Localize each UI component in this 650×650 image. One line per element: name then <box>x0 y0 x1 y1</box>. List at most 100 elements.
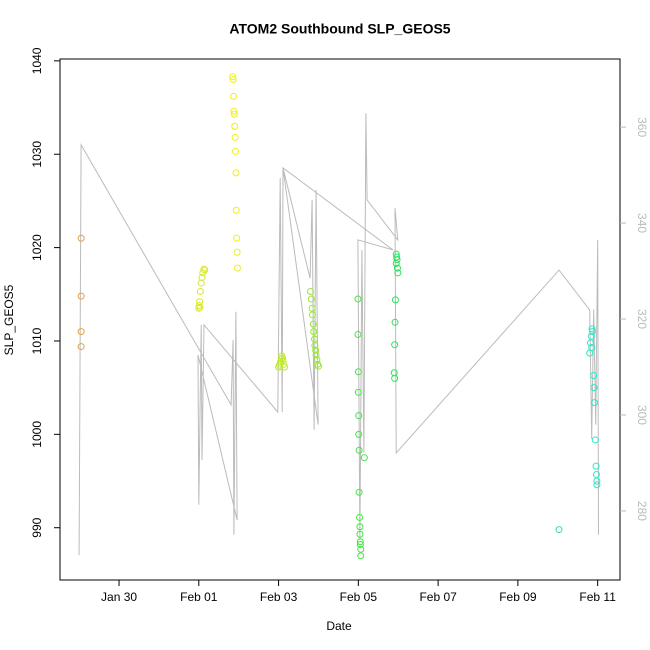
data-point <box>195 304 203 312</box>
data-point <box>390 369 398 377</box>
data-point <box>310 335 318 343</box>
data-line <box>78 113 599 556</box>
x-tick-label: Feb 07 <box>419 590 457 604</box>
data-point <box>77 234 85 242</box>
data-point <box>587 332 595 340</box>
data-point <box>231 133 239 141</box>
data-point <box>279 354 287 362</box>
y-tick-label: 990 <box>30 517 44 537</box>
data-point <box>356 541 364 549</box>
data-point <box>308 304 316 312</box>
data-point <box>586 339 594 347</box>
x-axis-label: Date <box>326 619 352 633</box>
data-point <box>231 147 239 155</box>
data-point <box>357 552 365 560</box>
data-point <box>233 264 241 272</box>
data-point <box>590 399 598 407</box>
data-point <box>306 287 314 295</box>
y-tick-label: 1010 <box>30 327 44 354</box>
y2-tick-label: 320 <box>635 309 649 329</box>
data-point <box>591 436 599 444</box>
data-point <box>354 368 362 376</box>
data-point <box>354 388 362 396</box>
data-point <box>391 296 399 304</box>
data-point <box>355 412 363 420</box>
data-point <box>593 481 601 489</box>
data-point <box>312 346 320 354</box>
data-point <box>592 470 600 478</box>
data-point <box>394 269 402 277</box>
data-point <box>77 292 85 300</box>
x-tick-label: Feb 03 <box>260 590 298 604</box>
data-point <box>356 513 364 521</box>
data-point <box>393 256 401 264</box>
data-point <box>198 273 206 281</box>
data-point <box>593 477 601 485</box>
data-point <box>233 248 241 256</box>
y-axis-label: SLP_GEOS5 <box>2 284 16 355</box>
data-point <box>231 122 239 130</box>
data-point <box>354 295 362 303</box>
data-point <box>309 320 317 328</box>
data-point <box>355 488 363 496</box>
data-point <box>277 355 285 363</box>
y-tick-label: 1030 <box>30 141 44 168</box>
data-point <box>310 328 318 336</box>
data-point <box>588 328 596 336</box>
data-point <box>233 234 241 242</box>
data-point <box>200 265 208 273</box>
data-point <box>356 538 364 546</box>
data-point <box>391 318 399 326</box>
y2-tick-label: 340 <box>635 213 649 233</box>
data-point <box>356 523 364 531</box>
data-point <box>307 295 315 303</box>
data-point <box>592 462 600 470</box>
data-point <box>392 259 400 267</box>
data-point <box>197 279 205 287</box>
data-point <box>279 357 287 365</box>
y-tick-label: 1020 <box>30 234 44 261</box>
data-point <box>229 73 237 81</box>
data-point <box>393 253 401 261</box>
data-point <box>196 303 204 311</box>
x-tick-label: Feb 11 <box>579 590 616 604</box>
data-point <box>232 206 240 214</box>
data-point <box>360 454 368 462</box>
data-point <box>354 330 362 338</box>
y-tick-label: 1000 <box>30 421 44 448</box>
data-point <box>357 545 365 553</box>
data-point <box>586 349 594 357</box>
x-tick-label: Feb 01 <box>180 590 218 604</box>
data-point <box>391 341 399 349</box>
data-point <box>280 360 288 368</box>
data-point <box>308 311 316 319</box>
y2-tick-label: 280 <box>635 501 649 521</box>
data-point <box>230 107 238 115</box>
data-point <box>356 530 364 538</box>
data-point <box>355 446 363 454</box>
data-point <box>590 372 598 380</box>
data-point <box>201 266 209 274</box>
data-point <box>77 328 85 336</box>
data-point <box>312 351 320 359</box>
x-tick-label: Feb 09 <box>499 590 537 604</box>
x-tick-label: Feb 05 <box>340 590 378 604</box>
data-point <box>313 356 321 364</box>
data-point <box>588 325 596 333</box>
data-point <box>230 92 238 100</box>
data-point <box>355 430 363 438</box>
data-point <box>393 264 401 272</box>
data-point <box>196 287 204 295</box>
data-point <box>281 363 289 371</box>
data-point <box>232 169 240 177</box>
data-point <box>555 526 563 534</box>
data-point <box>311 342 319 350</box>
y2-tick-label: 360 <box>635 117 649 137</box>
data-point <box>590 384 598 392</box>
chart-title: ATOM2 Southbound SLP_GEOS5 <box>229 21 450 37</box>
data-point <box>230 110 238 118</box>
x-tick-label: Jan 30 <box>101 590 137 604</box>
data-point <box>77 343 85 351</box>
